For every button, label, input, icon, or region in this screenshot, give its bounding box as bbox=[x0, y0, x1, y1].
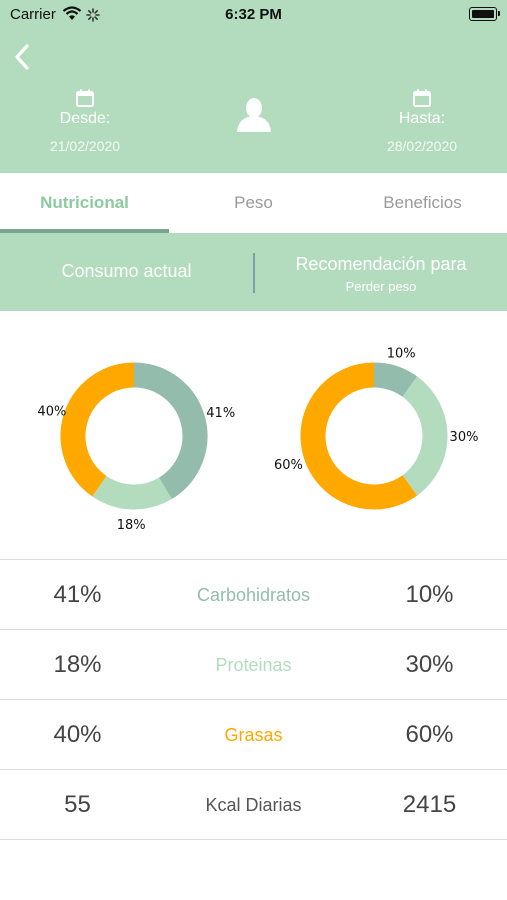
slice-label: 30% bbox=[450, 430, 479, 445]
slice-label: 60% bbox=[274, 458, 303, 473]
status-time: 6:32 PM bbox=[225, 6, 282, 23]
slice-label: 40% bbox=[37, 404, 66, 419]
slice-label: 41% bbox=[206, 406, 235, 421]
row-label: Grasas bbox=[224, 725, 283, 745]
tab-peso[interactable]: Peso bbox=[234, 193, 273, 212]
tab-beneficios[interactable]: Beneficios bbox=[383, 193, 462, 212]
row-label: Kcal Diarias bbox=[205, 795, 302, 815]
charts-area: 41% 18% 40% 10% 30% 60% bbox=[0, 311, 507, 559]
current-value: 18% bbox=[53, 651, 102, 678]
activity-spinner-icon bbox=[86, 8, 100, 22]
recommended-value: 2415 bbox=[402, 791, 457, 818]
current-value: 41% bbox=[53, 581, 102, 608]
donut-slice bbox=[300, 362, 418, 510]
recommendation-title: Recomendación para bbox=[295, 254, 467, 274]
user-avatar-icon bbox=[237, 98, 271, 132]
comparison-divider bbox=[253, 253, 255, 293]
donut-slice bbox=[402, 376, 448, 496]
tab-bar: Nutricional Peso Beneficios bbox=[0, 173, 507, 233]
back-chevron-icon[interactable] bbox=[8, 40, 38, 74]
current-value: 40% bbox=[53, 721, 102, 748]
tab-nutricional[interactable]: Nutricional bbox=[40, 193, 129, 212]
table-row: 41% Carbohidratos 10% bbox=[0, 560, 507, 630]
recommended-value: 30% bbox=[405, 651, 454, 678]
to-label: Hasta: bbox=[398, 110, 446, 127]
date-to[interactable]: Hasta: 28/02/2020 bbox=[362, 88, 482, 154]
table-row: 55 Kcal Diarias 2415 bbox=[0, 770, 507, 840]
row-label: Proteinas bbox=[215, 655, 292, 675]
recommended-value: 10% bbox=[405, 581, 454, 608]
comparison-header: Consumo actual Recomendación para Perder… bbox=[0, 233, 507, 311]
recommendation-block: Recomendación para Perder peso bbox=[255, 254, 507, 294]
calendar-icon bbox=[76, 89, 94, 107]
donut-slice bbox=[60, 362, 135, 497]
from-label: Desde: bbox=[59, 110, 111, 127]
tab-indicator bbox=[0, 229, 169, 233]
donut-slice bbox=[92, 475, 172, 510]
nutrition-table: 41% Carbohidratos 10% 18% Proteinas 30% … bbox=[0, 559, 507, 840]
table-row: 18% Proteinas 30% bbox=[0, 630, 507, 700]
recommendation-goal: Perder peso bbox=[345, 279, 417, 294]
donut-slice bbox=[373, 362, 418, 398]
carrier-label: Carrier bbox=[10, 6, 56, 23]
recommended-value: 60% bbox=[405, 721, 454, 748]
to-date: 28/02/2020 bbox=[386, 138, 458, 154]
current-consumption-title: Consumo actual bbox=[61, 261, 192, 281]
donut-charts: 41% 18% 40% 10% 30% 60% bbox=[37, 346, 479, 533]
date-from[interactable]: Desde: 21/02/2020 bbox=[25, 88, 145, 154]
slice-label: 18% bbox=[117, 518, 146, 533]
table-row: 40% Grasas 60% bbox=[0, 700, 507, 770]
donut-slice bbox=[133, 362, 208, 500]
current-value: 55 bbox=[64, 791, 91, 818]
battery-icon bbox=[469, 7, 500, 21]
row-label: Carbohidratos bbox=[196, 585, 311, 605]
wifi-icon bbox=[62, 6, 82, 20]
header: Desde: 21/02/2020 Hasta: 28/02/2020 bbox=[0, 30, 507, 173]
from-date: 21/02/2020 bbox=[49, 138, 121, 154]
calendar-icon bbox=[413, 89, 431, 107]
slice-label: 10% bbox=[387, 346, 416, 361]
status-bar: Carrier 6:32 PM bbox=[0, 0, 507, 30]
